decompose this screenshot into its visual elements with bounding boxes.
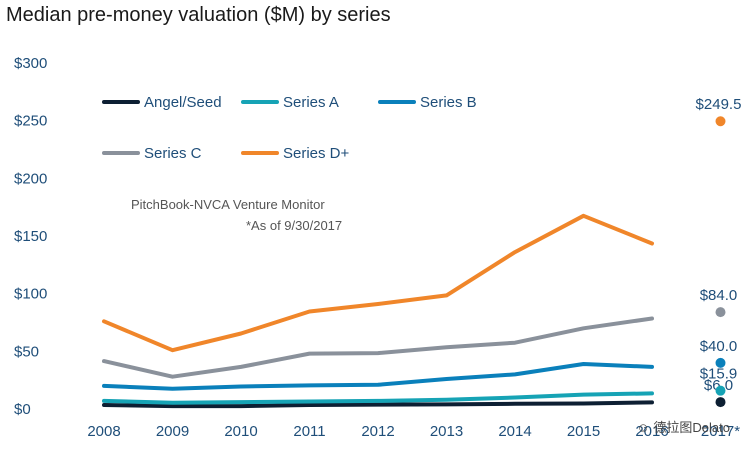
data-label: $15.9 [700, 366, 738, 383]
chart-title: Median pre-money valuation ($M) by serie… [6, 4, 391, 26]
data-point-2017 [715, 307, 726, 318]
x-tick-label: 2013 [430, 423, 463, 440]
x-tick-label: 2011 [293, 423, 325, 440]
y-tick-label: $0 [14, 401, 31, 418]
2017-points: $6.0$15.9 $40.0 $84.0 $249.5 [696, 96, 742, 408]
source-annotation: PitchBook-NVCA Venture Monitor [131, 197, 325, 212]
x-tick-label: 2010 [224, 423, 257, 440]
data-label: $249.5 [696, 96, 742, 113]
x-tick-label: 2009 [156, 423, 189, 440]
y-tick-label: $300 [14, 55, 47, 72]
series-line [102, 316, 654, 379]
wechat-icon: ☺ [636, 420, 650, 435]
watermark-text: 德拉图Delato [653, 420, 730, 435]
y-tick-label: $250 [14, 113, 47, 130]
legend-label: Series B [420, 94, 477, 111]
legend-label: Series C [144, 145, 202, 162]
x-axis: 2008 2009 2010 2011 2012 2013 2014 2015 2016 2017… [87, 423, 740, 440]
series-lines [102, 213, 654, 409]
legend: Angel/Seed Series A Series B Series C Series… [102, 94, 477, 162]
data-label: $40.0 [700, 338, 738, 355]
series-line [102, 362, 654, 391]
legend-label: Angel/Seed [144, 94, 222, 111]
asof-annotation: *As of 9/30/2017 [246, 218, 342, 233]
x-tick-label: 2008 [87, 423, 120, 440]
legend-label: Series A [283, 94, 339, 111]
data-label: $84.0 [700, 287, 738, 304]
watermark: ☺ 德拉图Delato [637, 417, 731, 436]
x-tick-label: 2016 [635, 423, 668, 440]
y-tick-label: $150 [14, 228, 47, 245]
data-point-2017 [715, 397, 726, 408]
x-tick-label: 2017* [701, 423, 740, 440]
data-point-2017 [715, 385, 726, 396]
y-tick-label: $200 [14, 170, 47, 187]
y-axis: $0 $50 $100 $150 $200 $250 $300 [14, 55, 47, 418]
series-line [102, 213, 654, 353]
data-label: $6.0 [704, 377, 733, 394]
x-tick-label: 2012 [361, 423, 394, 440]
series-line [102, 400, 654, 409]
series-line [102, 391, 654, 405]
data-point-2017 [715, 357, 726, 368]
y-tick-label: $100 [14, 286, 47, 303]
x-tick-label: 2015 [567, 423, 600, 440]
legend-label: Series D+ [283, 145, 350, 162]
x-tick-label: 2014 [498, 423, 531, 440]
y-tick-label: $50 [14, 343, 39, 360]
data-point-2017 [715, 116, 726, 127]
